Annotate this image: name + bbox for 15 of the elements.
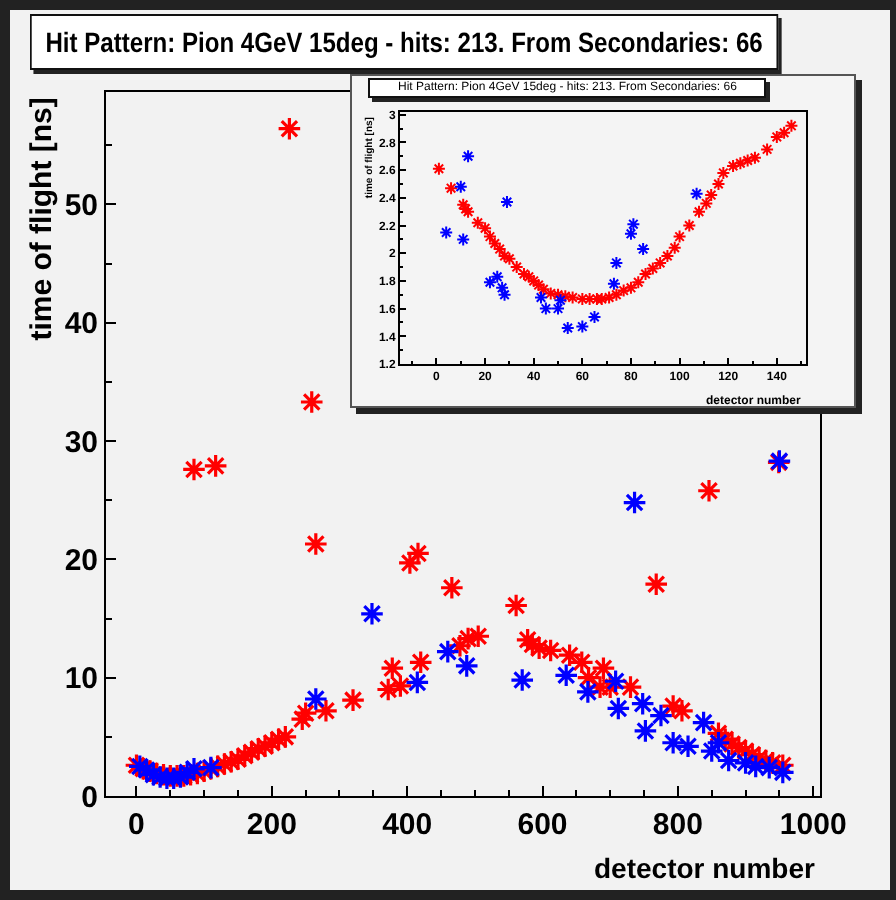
y-tick-label: 10: [64, 662, 98, 697]
chart-title: Hit Pattern: Pion 4GeV 15deg - hits: 213. From Secondaries: 66: [30, 14, 779, 70]
x-tick-label: 600: [517, 808, 568, 842]
x-tick-label: 800: [652, 808, 703, 842]
x-tick-label: 400: [382, 808, 433, 842]
y-tick-label: 0: [81, 780, 98, 815]
y-tick-label: 20: [64, 543, 98, 578]
y-tick-label: 50: [64, 188, 98, 223]
y-tick-label: 30: [64, 425, 98, 460]
x-tick-label: 1000: [779, 808, 847, 842]
y-tick-label: 40: [64, 307, 98, 342]
x-axis-title: detector number: [594, 852, 817, 884]
y-axis-title: time of flight [ns]: [24, 97, 59, 341]
x-tick-label: 200: [246, 808, 297, 842]
x-tick-label: 0: [128, 808, 145, 842]
